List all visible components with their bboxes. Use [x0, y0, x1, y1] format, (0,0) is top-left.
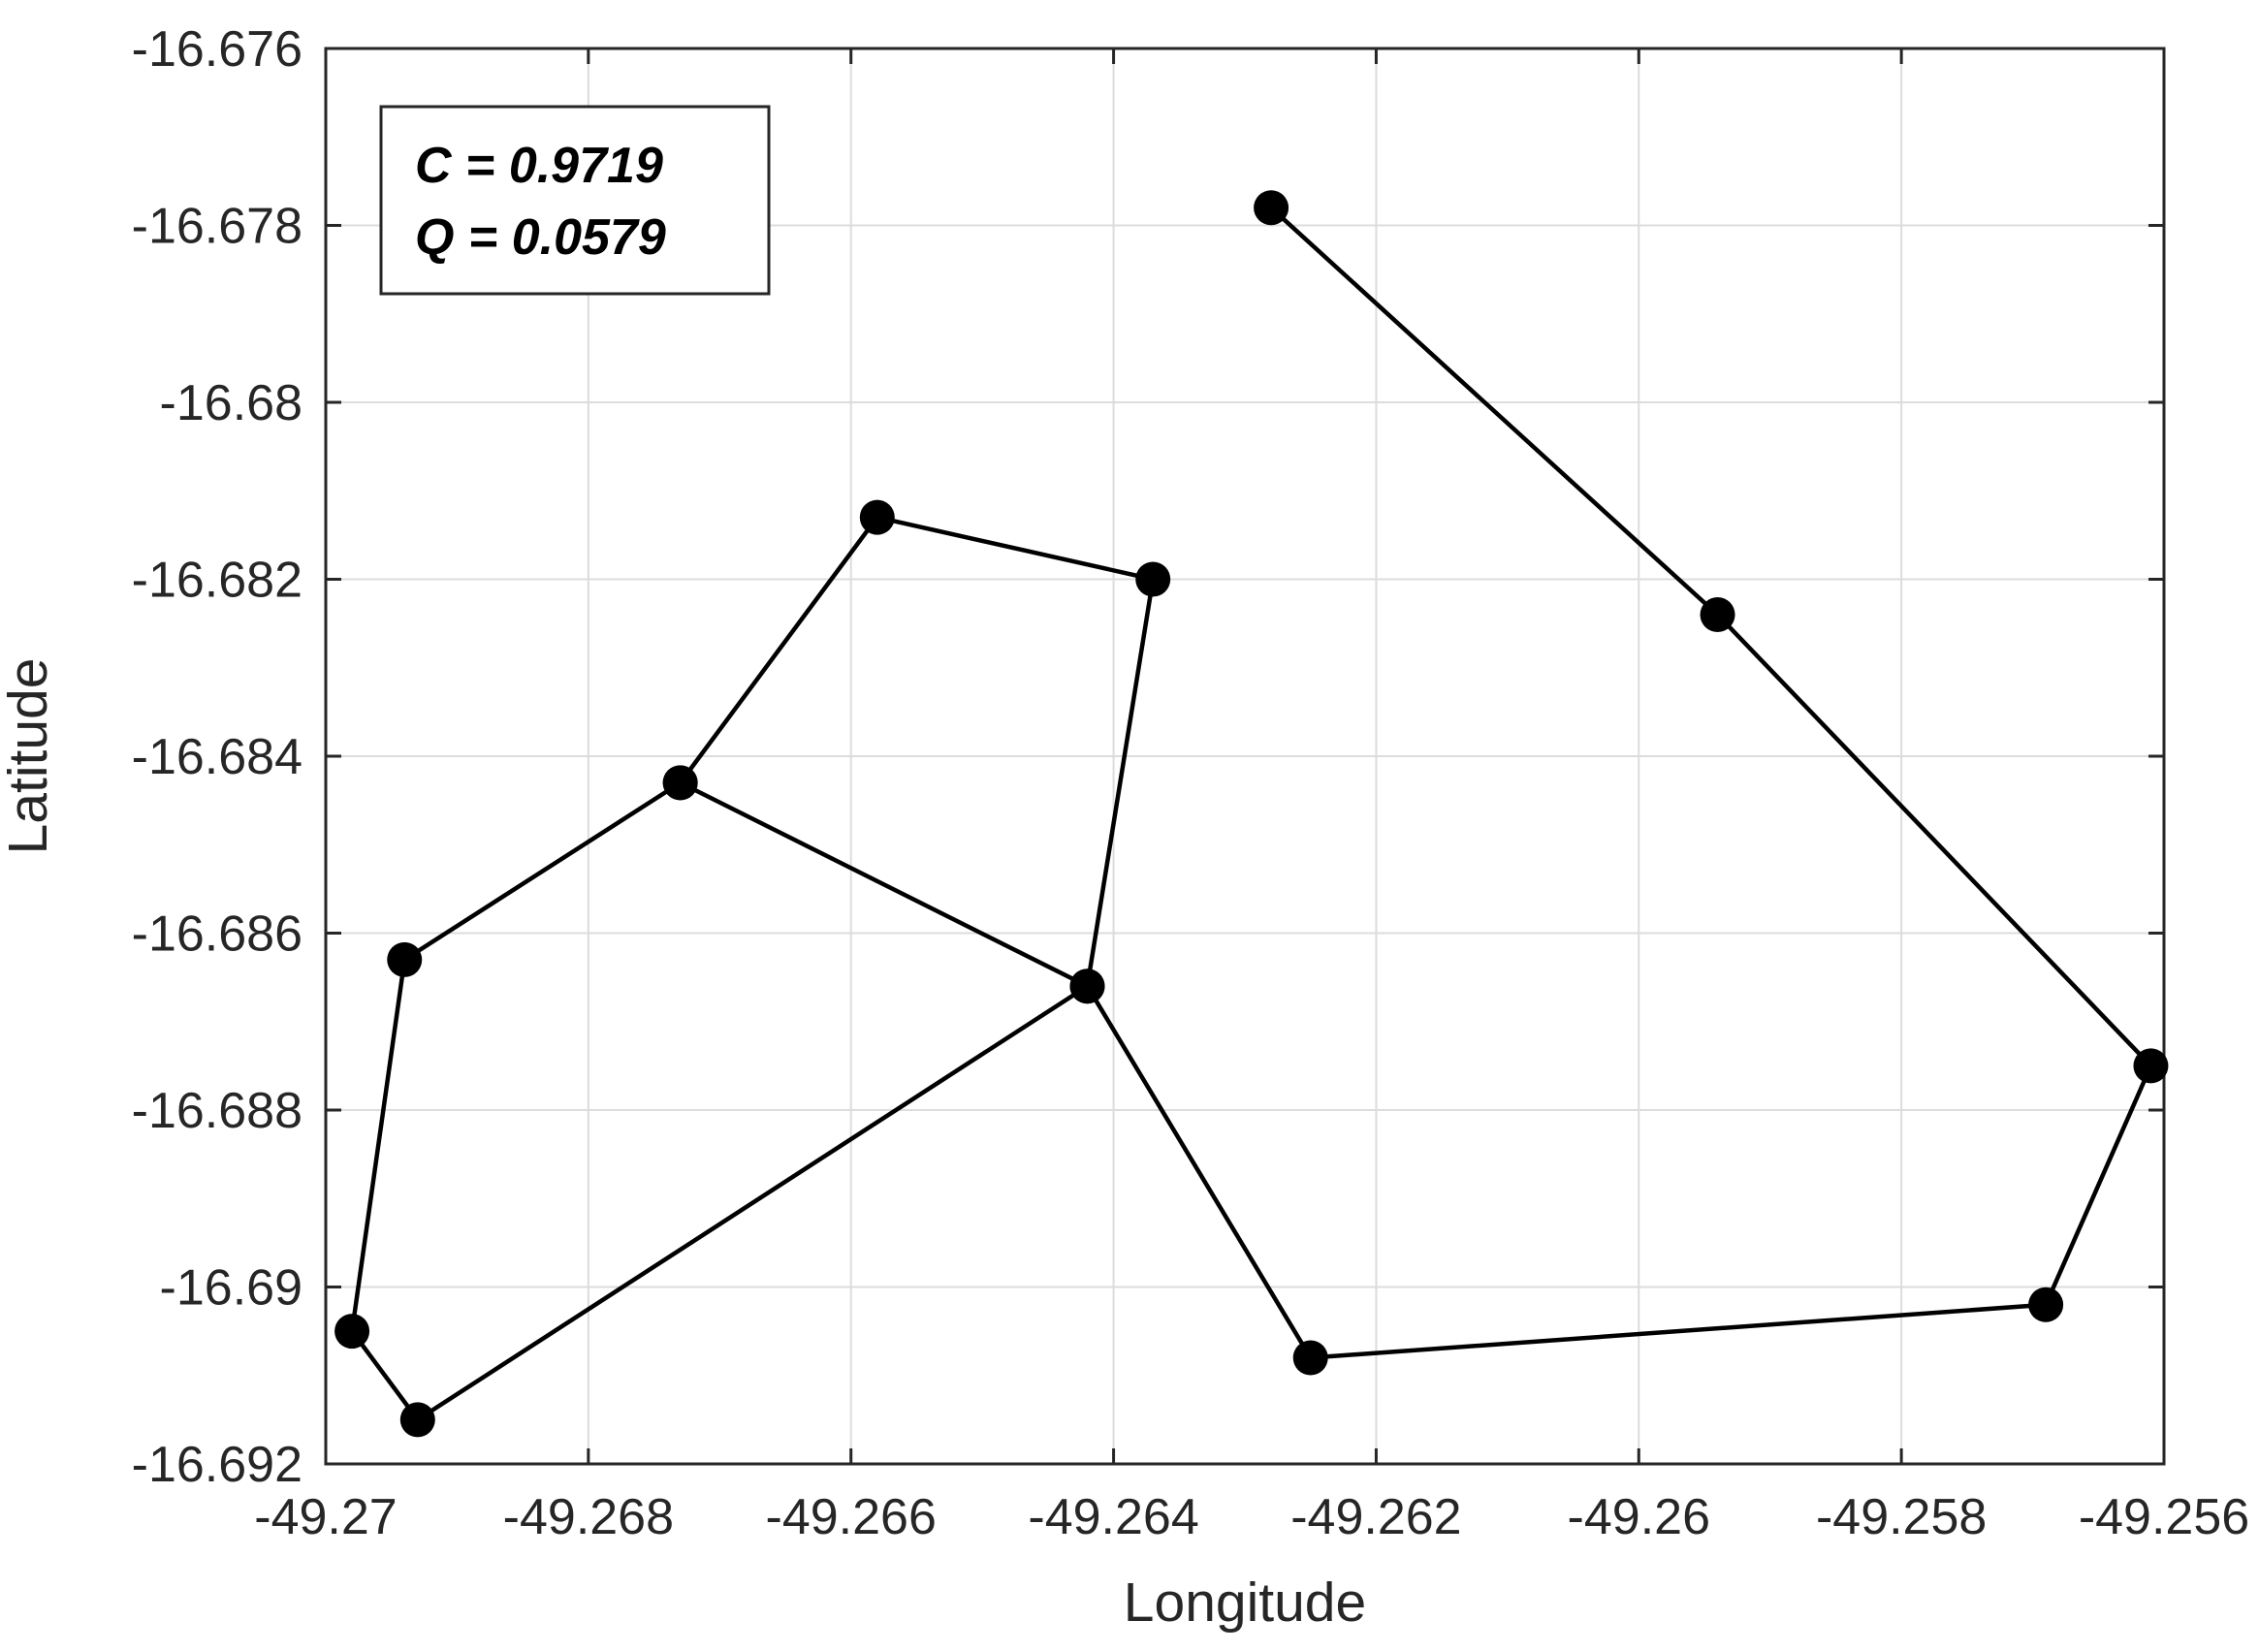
data-point: [1069, 969, 1105, 1004]
annotation-box-frame: [379, 105, 771, 296]
y-tick-label: -16.688: [132, 1083, 302, 1139]
y-tick-label: -16.686: [132, 906, 302, 963]
x-tick-label: -49.262: [1290, 1489, 1461, 1545]
y-tick-label: -16.69: [160, 1260, 302, 1317]
annotation-box: C = 0.9719 Q = 0.0579: [379, 105, 771, 296]
y-tick-label: -16.692: [132, 1437, 302, 1493]
data-point: [1700, 597, 1735, 632]
y-tick-label: -16.68: [160, 375, 302, 431]
x-tick-label: -49.268: [503, 1489, 674, 1545]
x-tick-label: -49.256: [2079, 1489, 2249, 1545]
y-tick-label: -16.684: [132, 729, 302, 785]
x-tick-label: -49.27: [254, 1489, 397, 1545]
x-tick-label: -49.264: [1028, 1489, 1198, 1545]
x-axis-title: Longitude: [1124, 1572, 1366, 1634]
y-tick-label: -16.678: [132, 199, 302, 255]
series-line: [349, 206, 2153, 1422]
data-point: [387, 941, 423, 977]
data-series: [334, 190, 2169, 1438]
data-point: [2028, 1287, 2064, 1322]
data-point: [334, 1314, 370, 1350]
data-point: [399, 1402, 435, 1438]
data-point: [662, 765, 698, 801]
data-point: [1135, 561, 1171, 597]
data-point: [1254, 190, 1289, 226]
tick-labels: -49.27 -49.268 -49.266 -49.264 -49.262 -49.26…: [132, 21, 2250, 1545]
x-tick-label: -49.266: [766, 1489, 937, 1545]
y-axis-title: Latitude: [0, 658, 59, 855]
annotation-q-value: Q = 0.0579: [415, 209, 666, 266]
y-tick-label: -16.676: [132, 21, 302, 78]
y-tick-label: -16.682: [132, 553, 302, 609]
data-point: [859, 499, 895, 535]
data-point: [1292, 1340, 1328, 1376]
ticks: [324, 47, 2166, 1466]
data-point: [2133, 1048, 2169, 1084]
annotation-c-value: C = 0.9719: [415, 138, 663, 194]
x-tick-label: -49.258: [1816, 1489, 1987, 1545]
x-tick-label: -49.26: [1568, 1489, 1710, 1545]
